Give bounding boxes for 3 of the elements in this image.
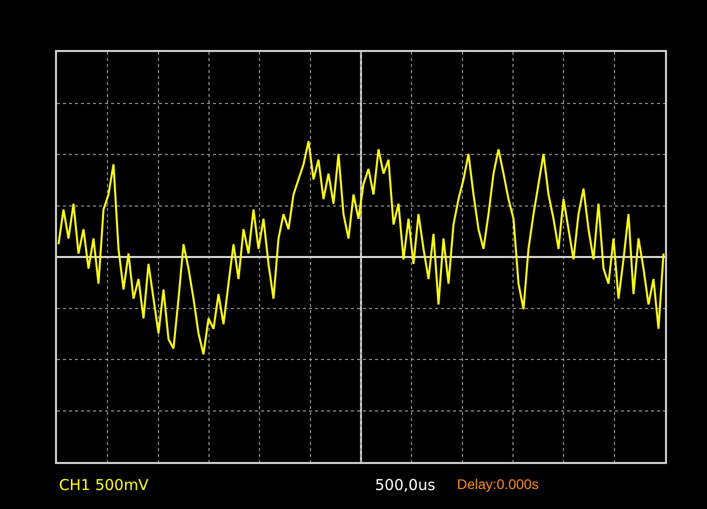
text: Delay:0.000s	[457, 476, 539, 492]
text: 500,0us	[375, 476, 436, 494]
text: CH1 500mV	[59, 476, 150, 494]
